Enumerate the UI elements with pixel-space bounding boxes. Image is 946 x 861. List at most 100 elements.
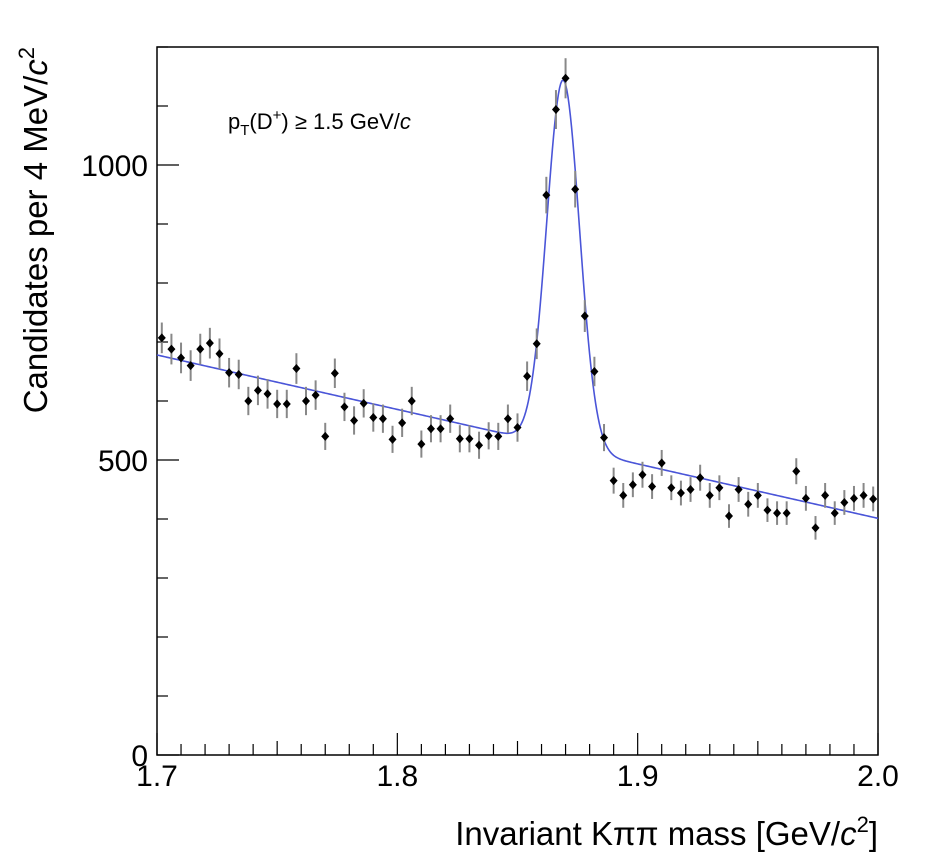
data-point [475, 431, 484, 459]
data-marker [167, 344, 176, 354]
data-point [321, 422, 330, 450]
data-marker [513, 423, 522, 433]
data-point [292, 353, 301, 384]
data-marker [417, 439, 426, 449]
data-marker [388, 434, 397, 444]
y-axis-title: Candidates per 4 MeV/c2 [14, 47, 54, 413]
data-point [215, 338, 224, 370]
data-point [350, 406, 359, 435]
axis-ticks [156, 46, 879, 756]
data-point [840, 490, 849, 515]
data-marker [532, 339, 541, 349]
data-point [849, 485, 858, 511]
data-point [407, 386, 416, 416]
data-point [782, 501, 791, 525]
data-marker [619, 490, 628, 500]
plot-frame [156, 46, 879, 756]
data-point [369, 403, 378, 432]
data-marker [744, 499, 753, 509]
fit-layer [156, 79, 879, 520]
data-marker [782, 508, 791, 518]
data-points [157, 58, 878, 540]
data-point [359, 389, 368, 418]
data-point [753, 483, 762, 508]
data-marker [696, 473, 705, 483]
y-tick-label: 1000 [81, 150, 148, 183]
data-marker [657, 458, 666, 468]
data-marker [705, 490, 714, 500]
data-point [244, 386, 253, 416]
data-point [234, 359, 243, 390]
data-point [619, 483, 628, 508]
data-point [196, 333, 205, 365]
data-point [532, 328, 541, 360]
data-point [177, 342, 186, 374]
data-point [792, 458, 801, 485]
data-marker [455, 434, 464, 444]
data-marker [542, 190, 551, 200]
y-tick-label: 500 [98, 445, 148, 478]
data-marker [244, 396, 253, 406]
data-point [417, 430, 426, 458]
data-point [311, 380, 320, 410]
data-marker [302, 396, 311, 406]
data-point [580, 300, 589, 332]
data-marker [215, 349, 224, 359]
data-marker [551, 105, 560, 115]
data-point [436, 415, 445, 443]
data-point [426, 415, 435, 443]
data-marker [686, 485, 695, 494]
data-point [494, 422, 503, 450]
data-marker [648, 482, 657, 492]
data-point [302, 386, 311, 416]
data-marker [840, 497, 849, 507]
data-point [167, 333, 176, 365]
data-marker [561, 73, 570, 83]
data-point [744, 491, 753, 517]
data-point [513, 413, 522, 442]
data-marker [186, 361, 195, 371]
data-marker [350, 415, 359, 425]
data-marker [580, 311, 589, 321]
data-marker [801, 493, 810, 503]
data-marker [292, 364, 301, 374]
data-point [715, 475, 724, 501]
data-point [830, 501, 839, 525]
data-marker [234, 369, 243, 379]
data-marker [849, 493, 858, 503]
data-marker [177, 353, 186, 363]
data-point [628, 472, 637, 498]
data-marker [811, 523, 820, 533]
data-point [388, 425, 397, 453]
data-point [157, 322, 166, 354]
data-point [186, 350, 195, 381]
data-marker [330, 368, 339, 378]
x-tick-label: 1.7 [136, 760, 178, 793]
data-point [253, 375, 262, 406]
data-marker [571, 184, 580, 194]
data-point [590, 356, 599, 387]
data-point [859, 483, 868, 508]
data-point [686, 477, 695, 502]
data-point [821, 483, 830, 508]
data-point [724, 504, 733, 528]
data-point [801, 485, 810, 511]
data-point [523, 361, 532, 391]
data-point [282, 389, 291, 419]
data-point [446, 404, 455, 433]
data-point [378, 404, 387, 433]
data-point [225, 357, 234, 388]
data-marker [667, 483, 676, 493]
data-marker [398, 418, 407, 428]
data-marker [821, 490, 830, 500]
data-marker [340, 402, 349, 412]
data-marker [321, 431, 330, 441]
data-marker [369, 413, 378, 423]
data-point [465, 425, 474, 453]
data-point [696, 464, 705, 491]
data-marker [426, 424, 435, 434]
data-marker [753, 490, 762, 500]
data-marker [273, 399, 282, 409]
data-marker [590, 367, 599, 376]
